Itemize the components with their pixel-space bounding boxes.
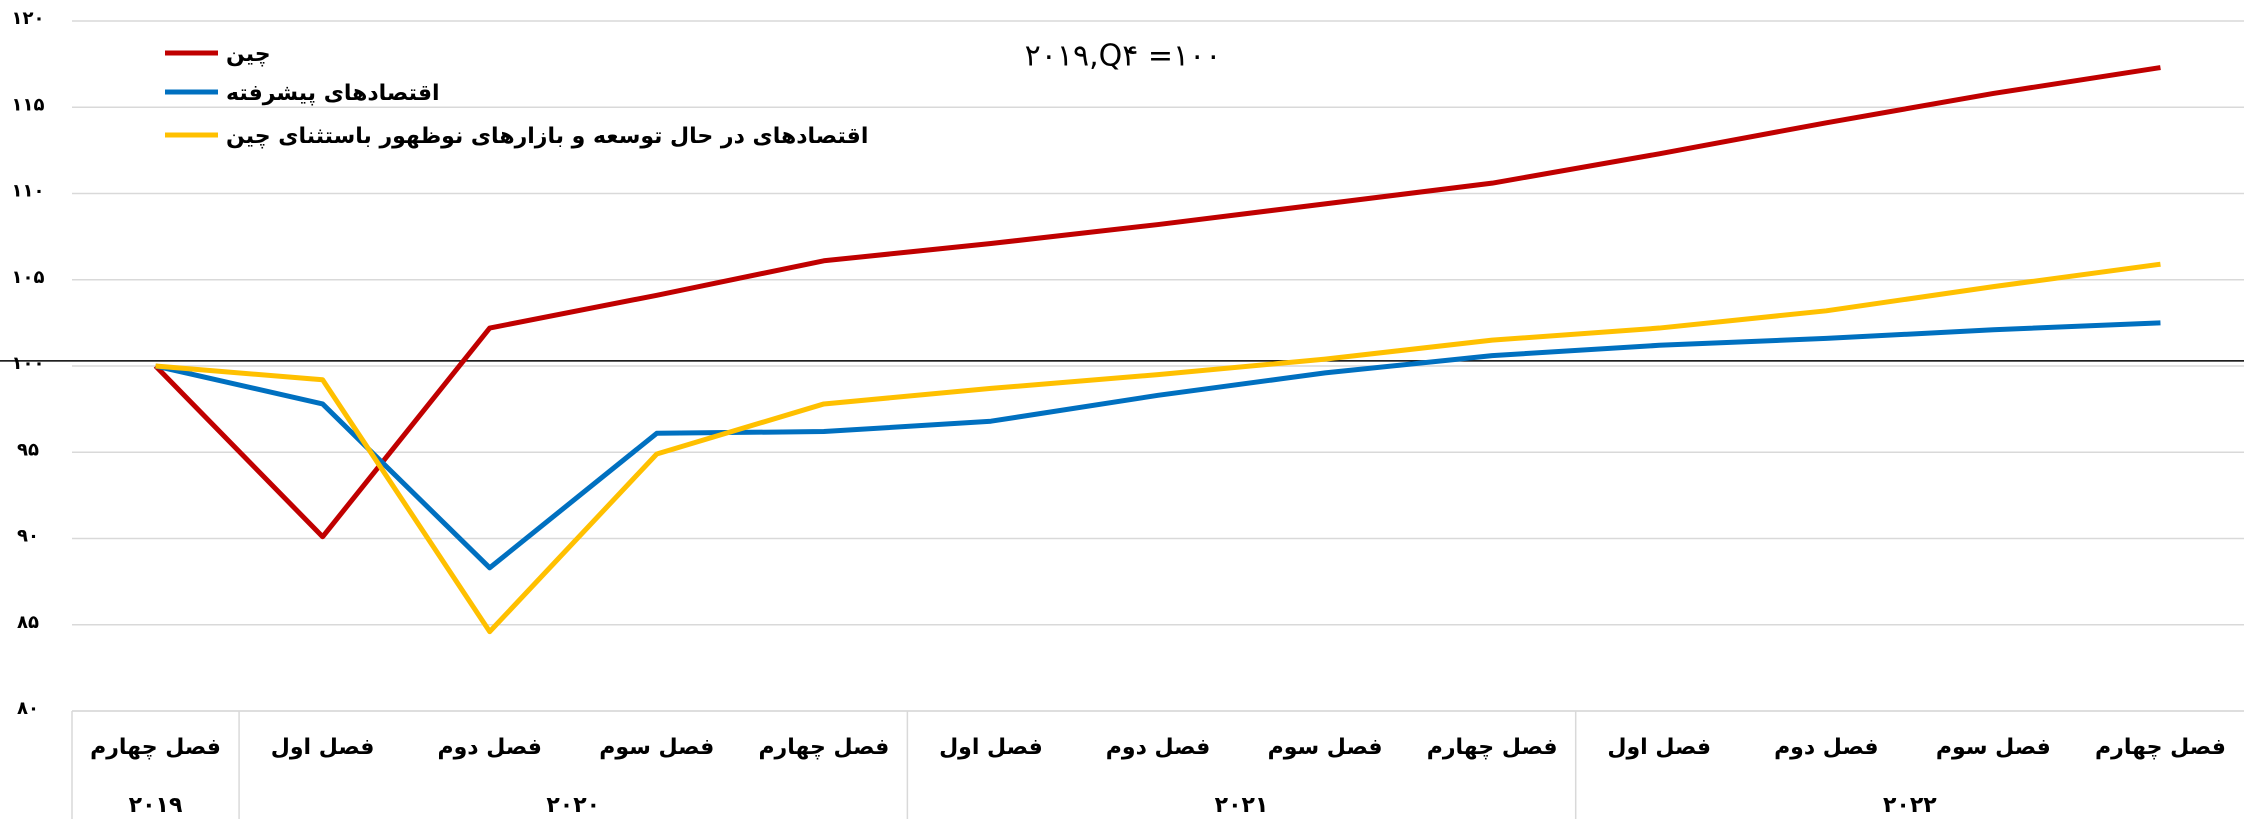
y-tick-label: ۸۰ [17,698,39,719]
group-label: ۲۰۱۹ [129,793,183,818]
x-tick-label: فصل سوم [599,735,714,760]
x-tick-label: فصل چهارم [2095,735,2226,760]
y-tick-label: ۱۱۵ [12,94,45,115]
x-tick-label: فصل چهارم [90,735,221,760]
legend-label: اقتصادهای پیشرفته [226,81,440,106]
y-tick-label: ۸۵ [17,612,39,633]
chart-subtitle: ۲۰۱۹,Q۴ =۱۰۰ [1025,39,1222,74]
y-tick-label: ۹۰ [17,526,39,547]
group-label: ۲۰۲۲ [1883,793,1937,818]
legend-label: اقتصادهای در حال توسعه و بازارهای نوظهور… [226,124,868,149]
x-tick-label: فصل چهارم [1427,735,1558,760]
x-tick-label: فصل سوم [1268,735,1383,760]
series-line [154,320,2161,571]
x-tick-label: فصل دوم [1106,735,1210,760]
x-tick-label: فصل سوم [1936,735,2051,760]
x-tick-label: فصل چهارم [758,735,889,760]
series-line [155,261,2161,635]
y-tick-label: ۱۰۵ [12,267,45,288]
y-tick-label: ۱۲۰ [12,8,45,29]
x-tick-label: فصل دوم [437,735,541,760]
x-tick-label: فصل اول [1607,735,1711,760]
group-label: ۲۰۲۱ [1215,793,1269,818]
x-tick-label: فصل اول [271,735,375,760]
x-tick-label: فصل اول [939,735,1043,760]
group-label: ۲۰۲۰ [546,793,600,818]
x-tick-label: فصل دوم [1774,735,1878,760]
legend-label: چین [226,42,271,67]
y-tick-label: ۹۵ [17,439,39,460]
y-tick-label: ۱۱۰ [12,181,45,202]
series-line [153,65,2161,540]
y-tick-label: ۱۰۰ [12,353,45,374]
